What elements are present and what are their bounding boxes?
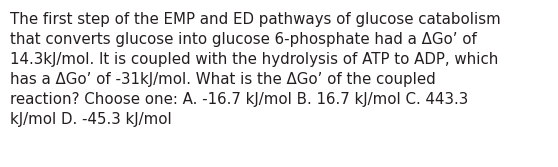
Text: The first step of the EMP and ED pathways of glucose catabolism
that converts gl: The first step of the EMP and ED pathway… (10, 12, 501, 127)
